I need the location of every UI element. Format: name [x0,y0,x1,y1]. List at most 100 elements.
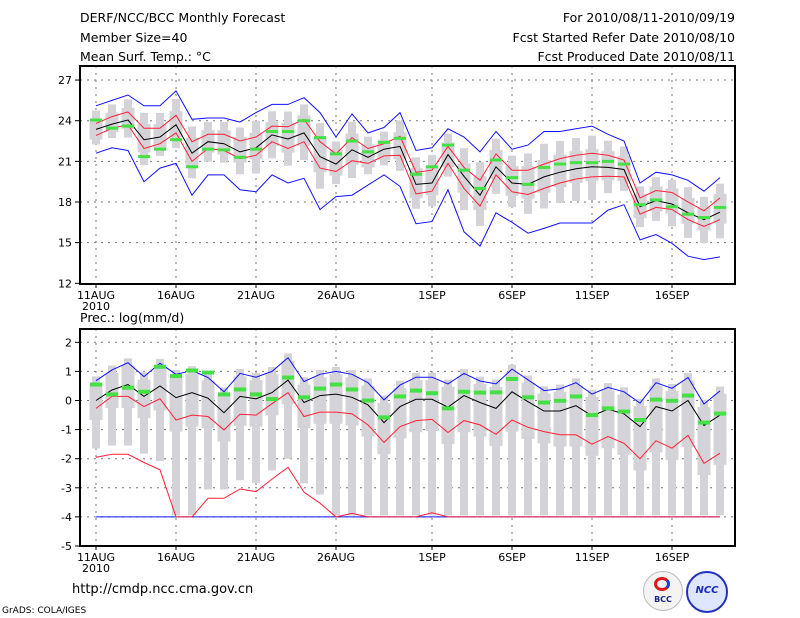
precip-observed-mark [522,395,534,400]
temp-ytick-label: 15 [58,237,72,250]
precip-box-bar [217,394,231,442]
temp-mean-line [95,119,721,221]
temp-observed-mark [426,165,438,169]
precip-observed-mark [586,413,598,418]
precip-observed-mark [298,395,310,400]
temp-box-bar [361,144,375,168]
temp-xtick-label: 11SEP [575,289,610,302]
precip-whisker-bar [572,378,580,516]
precip-ytick-label: 2 [65,336,72,349]
precip-observed-mark [330,382,342,387]
temp-box-bar [313,137,327,173]
precip-whisker-bar [444,379,452,516]
temp-observed-mark [634,203,646,207]
precip-xtick-label: 6SEP [498,551,526,564]
precip-max-line [95,356,721,405]
temp-observed-mark [522,182,534,186]
temp-observed-mark [122,124,134,128]
ncc-logo-text: NCC [695,585,719,596]
precip-box-bar [361,385,375,437]
temp-box-bar [537,159,551,193]
precip-lower-line [95,453,720,518]
precip-observed-mark [490,390,502,395]
precip-ytick-label: -5 [61,540,72,553]
precip-whisker-bar [428,372,436,516]
temp-box-bar [137,124,151,153]
variable-label: Mean Surf. Temp.: °C [80,49,211,64]
precip-box-bar [473,383,487,437]
precip-whisker-bar [540,386,548,516]
precip-box-bar [409,380,423,433]
member-size: Member Size=40 [80,30,188,45]
temp-ytick-label: 21 [58,155,72,168]
ncc-logo: NCC [686,571,728,613]
precip-whisker-bar [300,377,308,484]
precip-whisker-bar [316,369,324,495]
bcc-swirl-icon [654,577,670,591]
temp-observed-mark [154,147,166,151]
temp-observed-mark [666,205,678,209]
precip-box-bar [89,383,103,420]
precip-whisker-bar [364,378,372,516]
precip-observed-mark [314,386,326,391]
temp-observed-mark [282,130,294,134]
temp-observed-mark [586,161,598,165]
precip-box-bar [169,377,183,432]
precip-whisker-bar [412,372,420,516]
temp-observed-mark [346,139,358,143]
precip-observed-mark [202,370,214,375]
precip-ytick-label: 0 [65,395,72,408]
precip-box-bar [345,377,359,426]
temp-observed-mark [442,143,454,147]
precip-box-bar [521,382,535,439]
temp-observed-mark [538,165,550,169]
temp-observed-mark [698,216,710,220]
precip-observed-mark [426,391,438,396]
precip-observed-mark [378,415,390,420]
precip-box-bar [585,397,599,456]
temp-observed-mark [202,147,214,151]
precip-observed-mark [474,390,486,395]
precip-observed-mark [410,388,422,393]
precip-box-bar [377,402,391,455]
forecast-produced-date: Fcst Produced Date 2010/08/11 [537,49,735,64]
precip-xtick-label: 11SEP [575,551,610,564]
precip-whisker-bar [396,380,404,516]
temp-observed-mark [218,148,230,152]
precip-observed-mark [266,397,278,402]
precip-whisker-bar [268,367,276,471]
precip-whisker-bar [492,379,500,516]
temp-box-bar [585,149,599,181]
precip-observed-mark [362,398,374,403]
precip-whisker-bar [332,367,340,516]
temp-observed-mark [458,168,470,172]
temp-observed-mark [170,138,182,142]
source-url[interactable]: http://cmdp.ncc.cma.gov.cn [72,582,254,597]
precip-box-bar [201,380,215,429]
precip-whisker-bar [284,353,292,459]
precip-observed-mark [170,374,182,379]
precip-observed-mark [666,398,678,403]
temp-observed-mark [474,186,486,190]
precip-xtick-label: 11AUG [77,551,115,564]
temp-xtick-label: 21AUG [237,289,275,302]
temp-xtick-label: 16AUG [157,289,195,302]
precip-whisker-bar [348,369,356,516]
temp-observed-mark [618,162,630,166]
temp-observed-mark [410,172,422,176]
temp-box-bar [617,155,631,181]
precip-box-bar [505,371,519,432]
precip-whisker-bar [172,369,180,516]
precip-box-bar [313,377,327,424]
precip-xtick-label: 16SEP [655,551,690,564]
precip-observed-mark [602,406,614,411]
temp-lower-line [95,124,721,227]
temp-observed-mark [570,161,582,165]
temp-box-bar [473,176,487,211]
temp-observed-mark [266,130,278,134]
precip-box-bar [153,366,167,411]
precip-ytick-label: 1 [65,365,72,378]
forecast-start-date: Fcst Started Refer Date 2010/08/10 [512,30,736,45]
